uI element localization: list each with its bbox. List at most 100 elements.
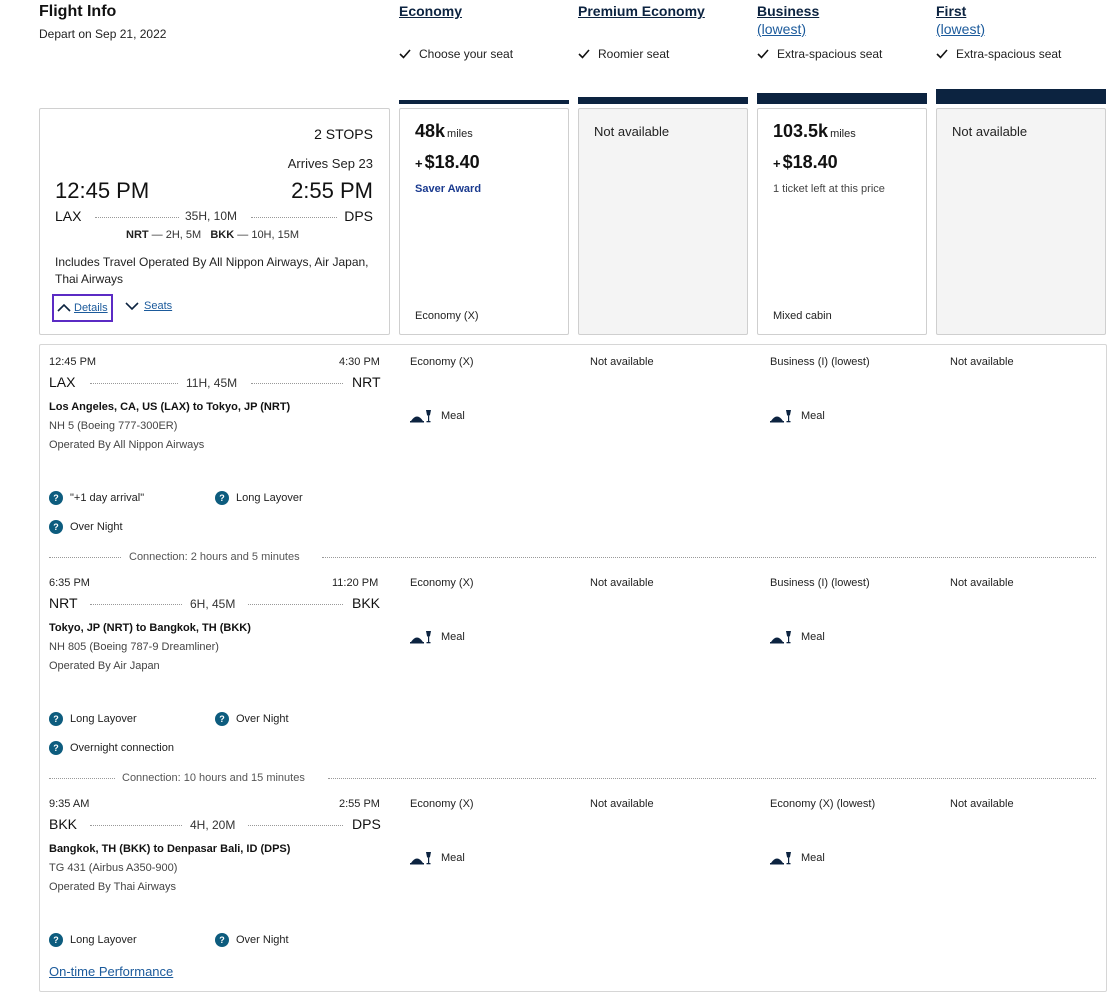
seats-label: Seats [144, 300, 173, 312]
meal-label: Meal [441, 631, 465, 643]
meal-economy: Meal [410, 409, 465, 423]
feature-first: Extra-spacious seat [936, 47, 1061, 61]
tag-long-layover[interactable]: ? Long Layover [49, 712, 137, 726]
tag-plus-one-day[interactable]: ? "+1 day arrival" [49, 491, 144, 505]
tickets-left-note: 1 ticket left at this price [773, 183, 885, 195]
segment-to-code: DPS [352, 816, 381, 832]
price-card-economy[interactable]: 48k miles + $18.40 Saver Award Economy (X) [399, 108, 569, 335]
saver-award-label: Saver Award [415, 183, 482, 195]
segment-from-code: LAX [49, 374, 76, 390]
feature-text: Choose your seat [419, 47, 514, 61]
connection-line [49, 778, 115, 779]
segment-route: Los Angeles, CA, US (LAX) to Tokyo, JP (… [49, 401, 291, 413]
meal-icon [770, 631, 791, 644]
tag-label: Overnight connection [70, 742, 174, 754]
tag-overnight-connection[interactable]: ? Overnight connection [49, 741, 174, 755]
cabin-bar-premium [578, 97, 748, 104]
meal-label: Meal [441, 410, 465, 422]
details-toggle-button[interactable]: Details [52, 294, 113, 322]
stop2-time: — 10H, 15M [237, 229, 300, 241]
tag-label: "+1 day arrival" [70, 492, 145, 504]
help-icon: ? [49, 741, 63, 755]
operated-by-note: Includes Travel Operated By All Nippon A… [55, 255, 369, 286]
segment-from-code: BKK [49, 816, 78, 832]
segment-depart-time: 6:35 PM [49, 577, 90, 589]
price-cabin: Mixed cabin [773, 310, 832, 322]
segment-route: Tokyo, JP (NRT) to Bangkok, TH (BKK) [49, 622, 251, 634]
segment-arrive-time: 11:20 PM [332, 577, 379, 589]
segment-flight: TG 431 (Airbus A350-900) [49, 862, 178, 874]
meal-icon [410, 852, 431, 865]
miles-unit: miles [447, 128, 473, 140]
flight-details-panel [39, 344, 1107, 992]
cabin-link-business[interactable]: Business [757, 3, 820, 19]
chevron-up-icon [57, 303, 71, 312]
seats-toggle-button[interactable]: Seats [125, 300, 172, 312]
meal-business: Meal [770, 630, 825, 644]
cabin-bar-business [757, 93, 927, 104]
stops-count: 2 STOPS [314, 126, 373, 142]
tag-label: Over Night [70, 521, 123, 533]
meal-icon [410, 631, 431, 644]
segment-flight: NH 5 (Boeing 777-300ER) [49, 420, 178, 432]
tag-long-layover[interactable]: ? Long Layover [215, 491, 303, 505]
segment-economy-cabin: Economy (X) [410, 798, 474, 810]
segment-first-cabin: Not available [950, 577, 1014, 589]
segment-duration: 6H, 45M [190, 597, 236, 611]
miles-value: 103.5k [773, 121, 829, 141]
price-card-premium: Not available [578, 108, 748, 335]
price-card-first: Not available [936, 108, 1106, 335]
fee-value: $18.40 [424, 152, 480, 172]
check-icon [757, 49, 769, 59]
tag-label: Over Night [236, 934, 289, 946]
stop1-code: NRT [126, 229, 149, 241]
feature-business: Extra-spacious seat [757, 47, 882, 61]
connection-text: Connection: 10 hours and 15 minutes [122, 772, 305, 784]
total-duration: 35H, 10M [185, 209, 238, 223]
connection-line [49, 557, 121, 558]
help-icon: ? [215, 933, 229, 947]
segment-business-cabin: Business (I) (lowest) [770, 356, 870, 368]
fee-value: $18.40 [782, 152, 838, 172]
meal-icon [770, 410, 791, 423]
help-icon: ? [215, 491, 229, 505]
check-icon [399, 49, 411, 59]
cabin-link-first[interactable]: First [936, 3, 967, 19]
tag-over-night[interactable]: ? Over Night [215, 712, 289, 726]
price-card-business[interactable]: 103.5k miles + $18.40 1 ticket left at thi… [757, 108, 927, 335]
check-icon [936, 49, 948, 59]
segment-duration: 11H, 45M [186, 376, 238, 390]
cabin-header-business: Business (lowest) [757, 3, 927, 39]
not-available-text: Not available [952, 124, 1028, 139]
tag-over-night[interactable]: ? Over Night [49, 520, 123, 534]
cabin-link-economy[interactable]: Economy [399, 3, 463, 19]
cabin-header-first: First (lowest) [936, 3, 1106, 39]
stop1-time: — 2H, 5M [151, 229, 202, 241]
feature-premium: Roomier seat [578, 47, 669, 61]
meal-business: Meal [770, 851, 825, 865]
connection-line [328, 778, 1096, 779]
segment-flight: NH 805 (Boeing 787-9 Dreamliner) [49, 641, 219, 653]
segment-line [90, 383, 178, 384]
feature-text: Roomier seat [598, 47, 670, 61]
segment-duration: 4H, 20M [190, 818, 236, 832]
segment-operated: Operated By All Nippon Airways [49, 439, 205, 451]
tag-long-layover[interactable]: ? Long Layover [49, 933, 137, 947]
cabin-link-first-lowest[interactable]: (lowest) [936, 21, 986, 37]
cabin-link-business-lowest[interactable]: (lowest) [757, 21, 807, 37]
not-available-text: Not available [594, 124, 670, 139]
meal-label: Meal [801, 410, 825, 422]
on-time-performance-link[interactable]: On-time Performance [49, 964, 174, 979]
segment-line [248, 604, 343, 605]
tag-label: Long Layover [236, 492, 303, 504]
meal-economy: Meal [410, 851, 465, 865]
segment-depart-time: 12:45 PM [49, 356, 97, 368]
segment-economy-cabin: Economy (X) [410, 577, 474, 589]
price-miles: 103.5k miles [773, 121, 856, 142]
cabin-bar-first [936, 89, 1106, 104]
destination-code: DPS [344, 208, 373, 224]
segment-first-cabin: Not available [950, 356, 1014, 368]
help-icon: ? [49, 712, 63, 726]
tag-over-night[interactable]: ? Over Night [215, 933, 289, 947]
cabin-link-premium-economy[interactable]: Premium Economy [578, 3, 705, 19]
